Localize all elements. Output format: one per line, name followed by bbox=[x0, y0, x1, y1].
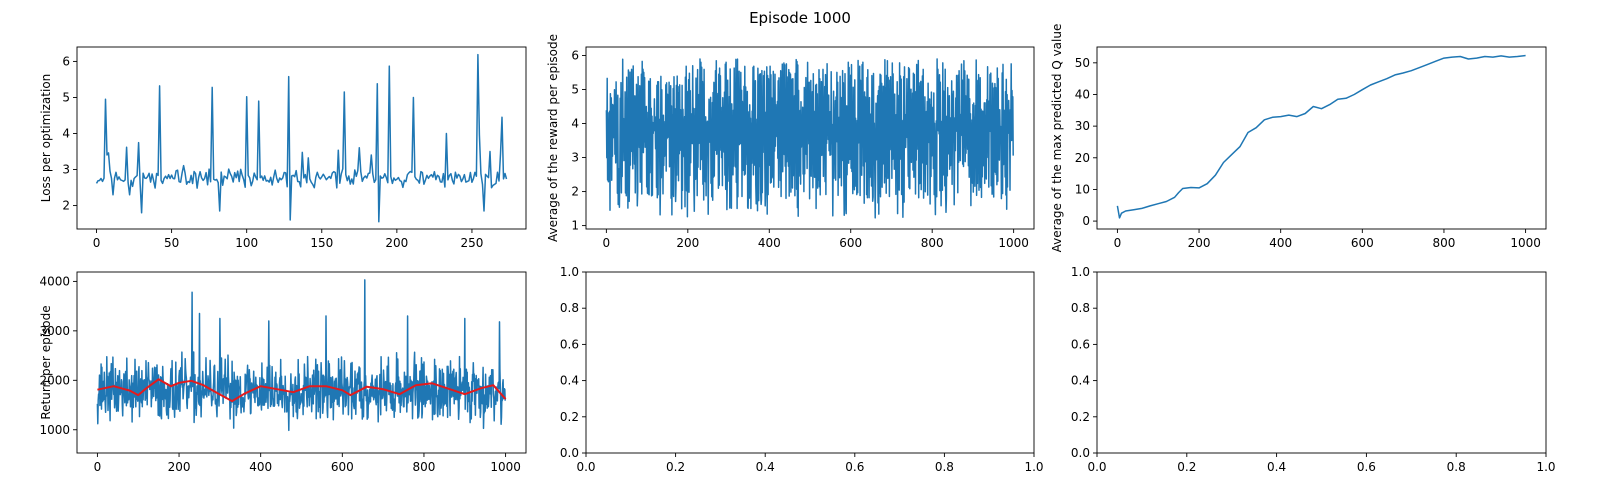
x-tick-label: 800 bbox=[413, 460, 436, 474]
y-tick-label: 0.6 bbox=[1071, 337, 1090, 351]
x-tick-label: 200 bbox=[168, 460, 191, 474]
y-tick-label: 5 bbox=[62, 90, 70, 104]
y-axis-label: Return per episode bbox=[39, 305, 53, 419]
x-tick-label: 0 bbox=[603, 236, 611, 250]
axes-frame bbox=[585, 271, 1035, 454]
y-tick-label: 0.4 bbox=[1071, 374, 1090, 388]
axes-frame bbox=[76, 271, 527, 454]
y-tick-label: 20 bbox=[1075, 151, 1090, 165]
y-tick-label: 3 bbox=[62, 163, 70, 177]
figure-suptitle: Episode 1000 bbox=[749, 9, 851, 27]
x-tick-label: 400 bbox=[249, 460, 272, 474]
y-tick-label: 0.6 bbox=[560, 337, 579, 351]
series-line bbox=[96, 279, 506, 432]
x-tick-label: 1000 bbox=[998, 236, 1029, 250]
x-tick-label: 800 bbox=[921, 236, 944, 250]
axes-frame bbox=[1096, 271, 1547, 454]
y-tick-label: 1000 bbox=[39, 423, 70, 437]
axes-frame bbox=[76, 46, 527, 230]
plot-area bbox=[95, 53, 508, 223]
y-tick-label: 0.2 bbox=[1071, 410, 1090, 424]
x-tick-label: 400 bbox=[758, 236, 781, 250]
subplot-loss: 0 50 100 150 200 250 2 3 4 5 6 Loss per optimizatio… bbox=[39, 46, 527, 250]
x-tick-label: 600 bbox=[1351, 236, 1374, 250]
y-tick-label: 40 bbox=[1075, 87, 1090, 101]
x-tick-label: 150 bbox=[310, 236, 333, 250]
x-tick-label: 100 bbox=[235, 236, 258, 250]
x-tick-label: 0.2 bbox=[666, 460, 685, 474]
moving-average-line bbox=[97, 378, 507, 403]
x-tick-label: 0.2 bbox=[1177, 460, 1196, 474]
y-axis-label: Loss per optimization bbox=[39, 74, 53, 203]
x-tick-label: 200 bbox=[385, 236, 408, 250]
y-tick-label: 10 bbox=[1075, 182, 1090, 196]
x-tick-label: 1000 bbox=[1510, 236, 1541, 250]
subplot-max_q: 0 200 400 600 800 1000 0 10 20 30 40 50 Average of t… bbox=[1050, 24, 1547, 253]
x-tick-label: 1.0 bbox=[1536, 460, 1555, 474]
series-line bbox=[95, 53, 508, 223]
axes-frame bbox=[585, 46, 1035, 230]
x-tick-label: 0.6 bbox=[1357, 460, 1376, 474]
y-tick-label: 2 bbox=[571, 185, 579, 199]
y-tick-label: 0.8 bbox=[1071, 301, 1090, 315]
y-axis-label: Average of the reward per episode bbox=[546, 34, 560, 242]
y-tick-label: 6 bbox=[571, 49, 579, 63]
x-tick-label: 200 bbox=[1188, 236, 1211, 250]
x-tick-label: 0 bbox=[93, 236, 101, 250]
x-tick-label: 0.4 bbox=[756, 460, 775, 474]
y-tick-label: 4 bbox=[62, 126, 70, 140]
x-tick-label: 1000 bbox=[490, 460, 521, 474]
plot-area bbox=[96, 279, 507, 432]
series-line bbox=[1116, 54, 1526, 219]
x-tick-label: 600 bbox=[331, 460, 354, 474]
x-tick-label: 0.8 bbox=[935, 460, 954, 474]
y-tick-label: 1 bbox=[571, 219, 579, 233]
y-tick-label: 0.0 bbox=[560, 446, 579, 460]
axes-frame bbox=[1096, 46, 1547, 230]
y-tick-label: 2000 bbox=[39, 373, 70, 387]
x-tick-label: 0.4 bbox=[1267, 460, 1286, 474]
x-tick-label: 0 bbox=[1114, 236, 1122, 250]
y-tick-label: 2 bbox=[62, 199, 70, 213]
subplot-return: 0 200 400 600 800 1000 1000 2000 3000 4000 Return … bbox=[39, 271, 527, 474]
y-axis-label: Average of the max predicted Q value bbox=[1050, 24, 1064, 253]
subplot-avg_reward: 0 200 400 600 800 1000 1 2 3 4 5 6 Average of the re… bbox=[546, 34, 1035, 250]
y-tick-label: 5 bbox=[571, 83, 579, 97]
x-tick-label: 50 bbox=[164, 236, 179, 250]
x-tick-label: 250 bbox=[460, 236, 483, 250]
x-tick-label: 0.6 bbox=[845, 460, 864, 474]
subplot-empty_1: 0.0 0.2 0.4 0.6 0.8 1.0 0.0 0.2 0.4 0.6 0.8 1.0 bbox=[560, 265, 1044, 474]
x-tick-label: 0.0 bbox=[576, 460, 595, 474]
y-tick-label: 3000 bbox=[39, 324, 70, 338]
y-tick-label: 4000 bbox=[39, 274, 70, 288]
x-tick-label: 1.0 bbox=[1024, 460, 1043, 474]
y-tick-label: 30 bbox=[1075, 119, 1090, 133]
y-tick-label: 6 bbox=[62, 54, 70, 68]
y-tick-label: 50 bbox=[1075, 56, 1090, 70]
plot-area bbox=[1116, 54, 1526, 219]
y-tick-label: 0.4 bbox=[560, 374, 579, 388]
y-tick-label: 0.0 bbox=[1071, 446, 1090, 460]
series-line bbox=[605, 58, 1014, 219]
y-tick-label: 1.0 bbox=[1071, 265, 1090, 279]
x-tick-label: 0.0 bbox=[1087, 460, 1106, 474]
y-tick-label: 0.8 bbox=[560, 301, 579, 315]
y-tick-label: 3 bbox=[571, 151, 579, 165]
x-tick-label: 200 bbox=[676, 236, 699, 250]
x-tick-label: 0 bbox=[94, 460, 102, 474]
y-tick-label: 4 bbox=[571, 117, 579, 131]
y-tick-label: 0 bbox=[1082, 214, 1090, 228]
x-tick-label: 800 bbox=[1433, 236, 1456, 250]
y-tick-label: 0.2 bbox=[560, 410, 579, 424]
x-tick-label: 0.8 bbox=[1447, 460, 1466, 474]
plot-area bbox=[605, 58, 1014, 219]
x-tick-label: 400 bbox=[1269, 236, 1292, 250]
subplot-empty_2: 0.0 0.2 0.4 0.6 0.8 1.0 0.0 0.2 0.4 0.6 0.8 1.0 bbox=[1071, 265, 1556, 474]
x-tick-label: 600 bbox=[839, 236, 862, 250]
y-tick-label: 1.0 bbox=[560, 265, 579, 279]
